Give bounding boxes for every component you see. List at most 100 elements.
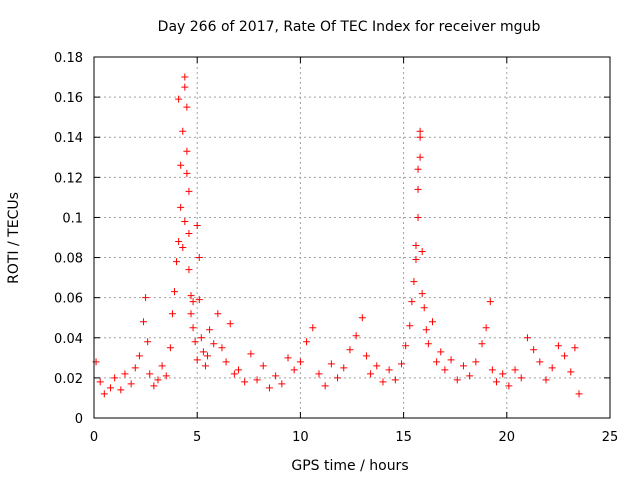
data-point <box>181 83 189 91</box>
data-point <box>195 296 203 304</box>
x-tick-label: 10 <box>292 430 309 445</box>
data-point <box>418 248 426 256</box>
data-point <box>121 370 129 378</box>
data-point <box>189 298 197 306</box>
data-point <box>352 332 360 340</box>
data-point <box>346 346 354 354</box>
data-point <box>284 354 292 362</box>
data-point <box>140 318 148 326</box>
data-point <box>437 348 445 356</box>
data-point <box>367 370 375 378</box>
data-point <box>472 358 480 366</box>
data-point <box>327 360 335 368</box>
data-point <box>162 372 170 380</box>
data-point <box>303 338 311 346</box>
data-point <box>459 362 467 370</box>
data-point <box>259 362 267 370</box>
data-point <box>309 324 317 332</box>
data-point <box>185 266 193 274</box>
data-point <box>278 380 286 388</box>
data-point <box>422 326 430 334</box>
data-point <box>181 73 189 81</box>
data-point <box>183 147 191 155</box>
data-point <box>226 320 234 328</box>
data-point <box>158 362 166 370</box>
data-point <box>358 314 366 322</box>
x-axis-ticks: 0 5 10 15 20 25 <box>90 57 618 445</box>
data-point <box>150 382 158 390</box>
data-point <box>414 165 422 173</box>
y-tick-label: 0.12 <box>54 171 83 186</box>
data-point <box>536 358 544 366</box>
y-tick-label: 0.18 <box>54 51 83 66</box>
x-tick-label: 5 <box>193 430 201 445</box>
data-point <box>486 298 494 306</box>
x-tick-label: 25 <box>602 430 619 445</box>
data-point <box>492 378 500 386</box>
data-point <box>197 334 205 342</box>
data-point <box>482 324 490 332</box>
data-point <box>170 288 178 296</box>
data-point <box>441 366 449 374</box>
data-point <box>408 298 416 306</box>
data-point <box>402 342 410 350</box>
data-point <box>373 362 381 370</box>
data-point <box>321 382 329 390</box>
data-point <box>290 366 298 374</box>
data-point <box>193 356 201 364</box>
data-point <box>488 366 496 374</box>
y-tick-label: 0.02 <box>54 372 83 387</box>
data-point <box>478 340 486 348</box>
data-point <box>253 376 261 384</box>
data-point <box>428 318 436 326</box>
data-point <box>416 153 424 161</box>
data-point <box>189 324 197 332</box>
data-point <box>340 364 348 372</box>
data-point <box>379 378 387 386</box>
data-point <box>416 127 424 135</box>
data-point <box>107 384 115 392</box>
data-point <box>183 103 191 111</box>
x-tick-label: 20 <box>499 430 516 445</box>
data-point <box>96 378 104 386</box>
data-point <box>187 292 195 300</box>
data-point <box>571 344 579 352</box>
data-point <box>185 229 193 237</box>
data-point <box>447 356 455 364</box>
data-point <box>523 334 531 342</box>
data-point <box>505 382 513 390</box>
data-point <box>406 322 414 330</box>
y-tick-label: 0.16 <box>54 91 83 106</box>
data-point <box>362 352 370 360</box>
data-point <box>175 95 183 103</box>
data-point <box>173 258 181 266</box>
data-point <box>554 342 562 350</box>
data-point <box>154 376 162 384</box>
data-point <box>195 254 203 262</box>
plot-frame <box>93 56 611 419</box>
data-point <box>191 338 199 346</box>
data-point <box>561 352 569 360</box>
data-point <box>241 378 249 386</box>
data-point <box>499 370 507 378</box>
data-point <box>179 127 187 135</box>
data-point <box>177 161 185 169</box>
data-point <box>548 364 556 372</box>
data-point <box>187 310 195 318</box>
data-points <box>92 73 583 398</box>
data-point <box>416 133 424 141</box>
data-point <box>412 242 420 250</box>
data-point <box>168 310 176 318</box>
data-point <box>127 380 135 388</box>
data-point <box>199 348 207 356</box>
y-axis-ticks: 0 0.02 0.04 0.06 0.08 0.1 0.12 0.14 0.16 0.18 <box>54 51 610 427</box>
data-point <box>418 290 426 298</box>
data-point <box>453 376 461 384</box>
data-point <box>265 384 273 392</box>
data-point <box>166 344 174 352</box>
data-point <box>420 304 428 312</box>
data-point <box>334 374 342 382</box>
y-tick-label: 0.14 <box>54 131 83 146</box>
data-point <box>315 370 323 378</box>
